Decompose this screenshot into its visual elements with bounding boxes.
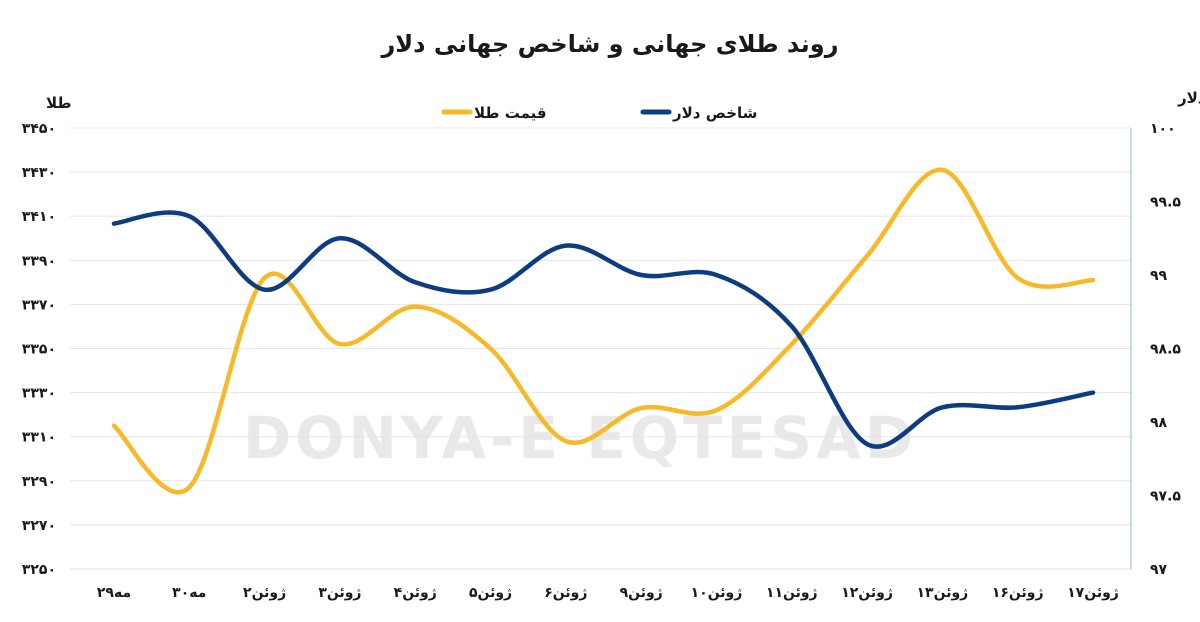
left-tick-label: ۳۳۷۰ xyxy=(22,297,56,313)
x-tick-label: ۱۰ژوئن xyxy=(691,585,743,601)
legend: قیمت طلا شاخص دلار xyxy=(441,104,757,122)
right-tick-label: ۱۰۰ xyxy=(1150,121,1176,137)
right-tick-label: ۹۸.۵ xyxy=(1150,342,1181,358)
right-tick-label: ۹۸ xyxy=(1150,415,1168,431)
x-axis-ticks: ۲۹مه ۳۰مه ۲ژوئن ۳ژوئن ۴ژوئن ۵ژوئن ۶ژوئن ۹ژوئن ۱۰… xyxy=(97,585,1119,601)
x-tick-label: ۱۶ژوئن xyxy=(992,585,1044,601)
left-tick-label: ۳۲۷۰ xyxy=(22,518,56,534)
x-tick-label: ۴ژوئن xyxy=(394,585,437,601)
left-tick-label: ۳۴۳۰ xyxy=(22,165,56,181)
dollar-index-line xyxy=(111,210,1096,449)
series-layer xyxy=(111,167,1096,495)
gridlines xyxy=(70,127,1131,570)
watermark-text: DONYA-E EQTESAD xyxy=(243,404,917,472)
x-tick-label: ۳۰مه xyxy=(172,585,206,601)
x-tick-label: ۲ژوئن xyxy=(243,585,286,601)
left-tick-label: ۳۳۹۰ xyxy=(22,253,56,269)
x-tick-label: ۶ژوئن xyxy=(544,585,587,601)
x-tick-label: ۳ژوئن xyxy=(318,585,361,601)
left-tick-label: ۳۳۳۰ xyxy=(22,386,56,402)
chart-title: روند طلای جهانی و شاخص جهانی دلار xyxy=(380,30,838,58)
x-tick-label: ۲۹مه xyxy=(97,585,131,601)
right-tick-label: ۹۹ xyxy=(1150,268,1168,284)
left-tick-label: ۳۲۵۰ xyxy=(22,562,56,578)
right-axis-title: دلار xyxy=(1177,89,1200,107)
x-tick-label: ۵ژوئن xyxy=(469,585,512,601)
legend-gold-label: قیمت طلا xyxy=(474,104,547,122)
x-tick-label: ۱۳ژوئن xyxy=(917,585,969,601)
right-tick-label: ۹۹.۵ xyxy=(1150,195,1181,211)
left-tick-label: ۳۲۹۰ xyxy=(22,474,56,490)
left-tick-label: ۳۴۱۰ xyxy=(22,209,56,225)
left-tick-label: ۳۳۵۰ xyxy=(22,342,56,358)
right-tick-label: ۹۷ xyxy=(1150,562,1168,578)
left-axis-ticks: ۳۲۵۰ ۳۲۷۰ ۳۲۹۰ ۳۳۱۰ ۳۳۳۰ ۳۳۵۰ ۳۳۷۰ ۳۳۹۰ ۳۴۱۰ ۳۴۳۰… xyxy=(22,121,56,578)
right-tick-label: ۹۷.۵ xyxy=(1150,489,1181,505)
x-tick-label: ۱۷ژوئن xyxy=(1067,585,1119,601)
right-axis-ticks: ۹۷ ۹۷.۵ ۹۸ ۹۸.۵ ۹۹ ۹۹.۵ ۱۰۰ xyxy=(1150,121,1181,578)
x-tick-label: ۱۲ژوئن xyxy=(841,585,893,601)
left-tick-label: ۳۳۱۰ xyxy=(22,430,56,446)
legend-dollar-label: شاخص دلار xyxy=(672,104,757,122)
x-tick-label: ۹ژوئن xyxy=(620,585,663,601)
left-tick-label: ۳۴۵۰ xyxy=(22,121,56,137)
left-axis-title: طلا xyxy=(46,94,72,112)
x-tick-label: ۱۱ژوئن xyxy=(766,585,818,601)
